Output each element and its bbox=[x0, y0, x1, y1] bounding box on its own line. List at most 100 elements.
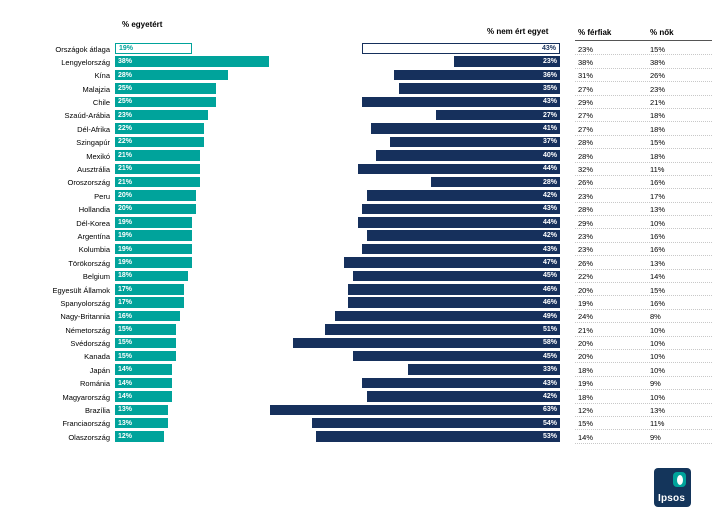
chart-row: Peru 20% 42% 23% 17% bbox=[0, 189, 720, 203]
agree-bar: 19% bbox=[115, 257, 192, 268]
row-separator bbox=[575, 107, 712, 109]
country-label: Oroszország bbox=[67, 178, 110, 188]
men-value: 26% bbox=[578, 258, 594, 268]
men-value: 29% bbox=[578, 218, 594, 228]
chart-row: Kanada 15% 45% 20% 10% bbox=[0, 350, 720, 364]
disagree-value: 37% bbox=[542, 138, 557, 146]
women-value: 11% bbox=[650, 419, 665, 429]
country-label: Szingapúr bbox=[76, 138, 110, 148]
country-label: Németország bbox=[65, 325, 110, 335]
women-value: 10% bbox=[650, 352, 666, 362]
disagree-value: 42% bbox=[542, 392, 557, 400]
ipsos-logo-text: Ipsos bbox=[658, 493, 686, 504]
row-separator bbox=[575, 148, 712, 150]
country-label: Nagy-Britannia bbox=[60, 312, 110, 322]
disagree-value: 49% bbox=[542, 312, 557, 320]
men-value: 23% bbox=[578, 231, 594, 241]
disagree-value: 42% bbox=[542, 192, 557, 200]
women-value: 15% bbox=[650, 138, 666, 148]
row-separator bbox=[575, 375, 712, 377]
men-value: 31% bbox=[578, 71, 594, 81]
disagree-bar: 27% bbox=[435, 109, 560, 121]
chart-row: Törökország 19% 47% 26% 13% bbox=[0, 256, 720, 270]
row-separator bbox=[575, 268, 712, 270]
chart-row: Spanyolország 17% 46% 19% 16% bbox=[0, 296, 720, 310]
men-column-header: % férfiak bbox=[578, 28, 612, 37]
chart-row: Svédország 15% 58% 20% 10% bbox=[0, 337, 720, 350]
agree-bar: 21% bbox=[115, 176, 201, 188]
country-label: Kína bbox=[94, 71, 110, 81]
chart-row: Magyarország 14% 42% 18% 10% bbox=[0, 390, 720, 404]
chart-row: Oroszország 21% 28% 26% 16% bbox=[0, 176, 720, 190]
chart-row: Olaszország 12% 53% 14% 9% bbox=[0, 430, 720, 444]
chart-row: Japán 14% 33% 18% 10% bbox=[0, 363, 720, 377]
women-value: 9% bbox=[650, 432, 661, 442]
agree-bar: 23% bbox=[115, 109, 209, 121]
chart-row: Németország 15% 51% 21% 10% bbox=[0, 323, 720, 337]
row-separator bbox=[575, 322, 712, 324]
disagree-bar: 44% bbox=[357, 217, 560, 228]
agree-value: 12% bbox=[118, 433, 133, 441]
agree-value: 22% bbox=[118, 138, 133, 146]
chart-row: Románia 14% 43% 19% 9% bbox=[0, 377, 720, 391]
women-value: 10% bbox=[650, 365, 666, 375]
men-value: 23% bbox=[578, 44, 594, 54]
country-label: Malajzia bbox=[82, 84, 110, 94]
country-label: Lengyelország bbox=[61, 57, 110, 67]
chart-row: Malajzia 25% 35% 27% 23% bbox=[0, 82, 720, 96]
agree-value: 14% bbox=[118, 392, 133, 400]
agree-value: 13% bbox=[118, 419, 133, 427]
country-label: Olaszország bbox=[68, 432, 110, 442]
men-value: 23% bbox=[578, 191, 594, 201]
men-value: 26% bbox=[578, 178, 594, 188]
disagree-bar: 35% bbox=[399, 83, 560, 94]
men-value: 29% bbox=[578, 98, 594, 108]
agree-value: 17% bbox=[118, 285, 133, 293]
men-value: 19% bbox=[578, 379, 594, 389]
women-value: 21% bbox=[650, 98, 666, 108]
row-separator bbox=[575, 188, 712, 190]
men-value: 22% bbox=[578, 272, 594, 282]
men-value: 18% bbox=[578, 365, 594, 375]
disagree-value: 43% bbox=[542, 98, 557, 106]
agree-value: 38% bbox=[118, 58, 133, 66]
country-label: Dél-Korea bbox=[76, 218, 110, 228]
disagree-bar: 43% bbox=[362, 243, 560, 255]
agree-bar: 13% bbox=[115, 404, 168, 416]
disagree-column-header: % nem ért egyet bbox=[487, 27, 549, 36]
chart-row: Egyesült Államok 17% 46% 20% 15% bbox=[0, 283, 720, 297]
agree-bar: 14% bbox=[115, 377, 172, 389]
men-value: 28% bbox=[578, 205, 594, 215]
agree-bar: 16% bbox=[115, 310, 180, 322]
country-label: Ausztrália bbox=[77, 165, 110, 175]
row-separator bbox=[575, 81, 712, 83]
chart-row: Kína 28% 36% 31% 26% bbox=[0, 69, 720, 83]
agree-bar: 12% bbox=[115, 431, 164, 442]
agree-value: 17% bbox=[118, 299, 133, 307]
women-value: 10% bbox=[650, 325, 666, 335]
row-separator bbox=[575, 215, 712, 217]
disagree-value: 46% bbox=[542, 285, 557, 293]
row-separator bbox=[575, 308, 712, 310]
agree-value: 23% bbox=[118, 111, 133, 119]
women-value: 15% bbox=[650, 44, 666, 54]
disagree-bar: 28% bbox=[431, 176, 560, 188]
men-value: 20% bbox=[578, 352, 594, 362]
stats-header-underline bbox=[575, 40, 712, 41]
agree-value: 13% bbox=[118, 406, 133, 414]
agree-value: 15% bbox=[118, 352, 133, 360]
country-label: Románia bbox=[79, 379, 110, 389]
row-separator bbox=[575, 161, 712, 163]
agree-bar: 17% bbox=[115, 284, 184, 295]
chart-row: Franciaország 13% 54% 15% 11% bbox=[0, 417, 720, 431]
row-separator bbox=[575, 415, 712, 417]
country-label: Országok átlaga bbox=[55, 44, 110, 54]
disagree-value: 46% bbox=[542, 299, 557, 307]
agree-bar: 28% bbox=[115, 69, 229, 81]
agree-bar: 15% bbox=[115, 350, 176, 362]
agree-bar: 18% bbox=[115, 270, 188, 282]
chart-row: Országok átlaga 19% 43% 23% 15% bbox=[0, 42, 720, 56]
agree-bar: 19% bbox=[115, 243, 192, 255]
disagree-bar: 43% bbox=[362, 96, 560, 108]
